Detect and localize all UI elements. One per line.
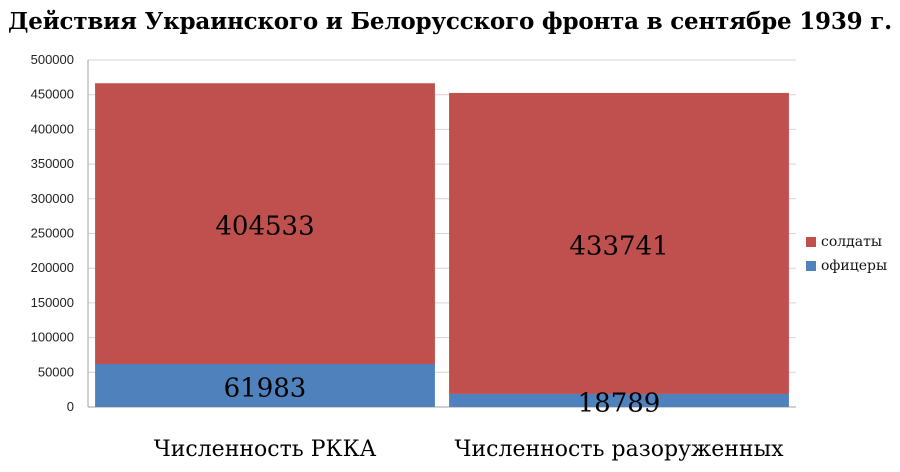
y-tick-label: 300000	[31, 191, 74, 206]
y-axis: 0 50000 100000 150000 200000 250000 300000 3500…	[31, 52, 796, 414]
x-axis: Численность РККА Численность разоруженных	[154, 437, 784, 462]
legend: солдаты офицеры	[806, 234, 887, 274]
data-labels: 61983 404533 18789 433741	[215, 212, 668, 419]
data-label: 404533	[215, 212, 314, 242]
y-tick-label: 500000	[31, 52, 74, 67]
legend-label: солдаты	[821, 234, 882, 250]
y-tick-label: 100000	[31, 330, 74, 345]
bars	[95, 83, 789, 407]
y-tick-label: 350000	[31, 156, 74, 171]
chart-title: Действия Украинского и Белорусского фрон…	[8, 8, 892, 35]
data-label: 61983	[224, 373, 307, 403]
bar-офицеры-1	[449, 393, 789, 407]
x-category-label: Численность разоруженных	[455, 437, 785, 462]
bar-солдаты-1	[449, 92, 789, 394]
y-tick-label: 250000	[31, 226, 74, 241]
data-label: 433741	[569, 231, 668, 261]
legend-label: офицеры	[821, 258, 887, 274]
y-tick-label: 50000	[38, 364, 74, 379]
legend-swatch	[806, 261, 816, 271]
legend-swatch	[806, 237, 816, 247]
y-tick-label: 450000	[31, 87, 74, 102]
bar-офицеры-0	[95, 363, 435, 407]
bar-солдаты-0	[95, 83, 435, 364]
y-tick-label: 0	[67, 399, 74, 414]
y-tick-label: 400000	[31, 121, 74, 136]
y-tick-label: 150000	[31, 295, 74, 310]
y-tick-label: 200000	[31, 260, 74, 275]
data-label: 18789	[578, 388, 661, 418]
x-category-label: Численность РККА	[154, 437, 377, 462]
